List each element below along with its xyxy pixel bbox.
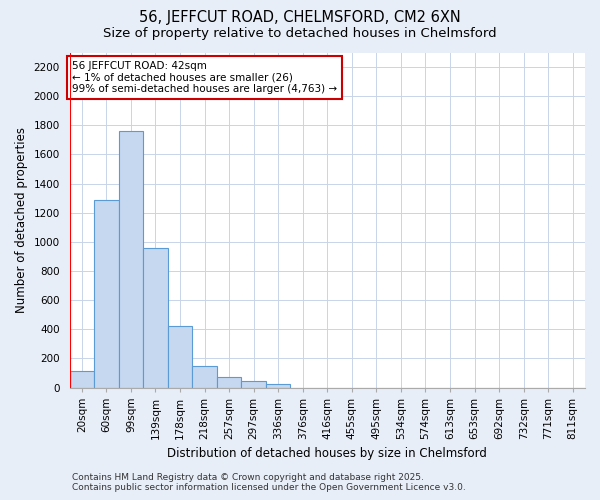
Bar: [94, 200, 119, 388]
X-axis label: Distribution of detached houses by size in Chelmsford: Distribution of detached houses by size …: [167, 447, 487, 460]
Bar: [241, 382, 266, 388]
Bar: [70, 371, 94, 388]
Bar: [217, 378, 241, 388]
Bar: [119, 131, 143, 388]
Bar: [143, 248, 168, 388]
Text: Contains HM Land Registry data © Crown copyright and database right 2025.
Contai: Contains HM Land Registry data © Crown c…: [72, 473, 466, 492]
Bar: [168, 326, 192, 388]
Bar: [192, 366, 217, 388]
Text: Size of property relative to detached houses in Chelmsford: Size of property relative to detached ho…: [103, 28, 497, 40]
Bar: [266, 384, 290, 388]
Y-axis label: Number of detached properties: Number of detached properties: [15, 127, 28, 313]
Text: 56 JEFFCUT ROAD: 42sqm
← 1% of detached houses are smaller (26)
99% of semi-deta: 56 JEFFCUT ROAD: 42sqm ← 1% of detached …: [72, 61, 337, 94]
Text: 56, JEFFCUT ROAD, CHELMSFORD, CM2 6XN: 56, JEFFCUT ROAD, CHELMSFORD, CM2 6XN: [139, 10, 461, 25]
